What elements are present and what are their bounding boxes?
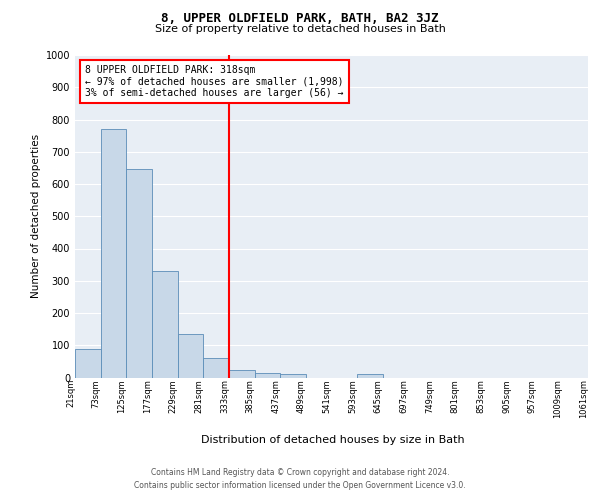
Text: Distribution of detached houses by size in Bath: Distribution of detached houses by size … xyxy=(201,435,465,445)
Text: 8, UPPER OLDFIELD PARK, BATH, BA2 3JZ: 8, UPPER OLDFIELD PARK, BATH, BA2 3JZ xyxy=(161,12,439,26)
Bar xyxy=(280,374,306,378)
Bar xyxy=(357,374,383,378)
Bar xyxy=(229,370,254,378)
Text: Size of property relative to detached houses in Bath: Size of property relative to detached ho… xyxy=(155,24,445,34)
Text: 8 UPPER OLDFIELD PARK: 318sqm
← 97% of detached houses are smaller (1,998)
3% of: 8 UPPER OLDFIELD PARK: 318sqm ← 97% of d… xyxy=(85,64,344,98)
Bar xyxy=(203,358,229,378)
Bar xyxy=(127,170,152,378)
Bar xyxy=(152,271,178,378)
Bar xyxy=(254,372,280,378)
Bar xyxy=(178,334,203,378)
Bar xyxy=(101,129,127,378)
Y-axis label: Number of detached properties: Number of detached properties xyxy=(31,134,41,298)
Bar xyxy=(75,349,101,378)
Text: Contains HM Land Registry data © Crown copyright and database right 2024.
Contai: Contains HM Land Registry data © Crown c… xyxy=(134,468,466,490)
